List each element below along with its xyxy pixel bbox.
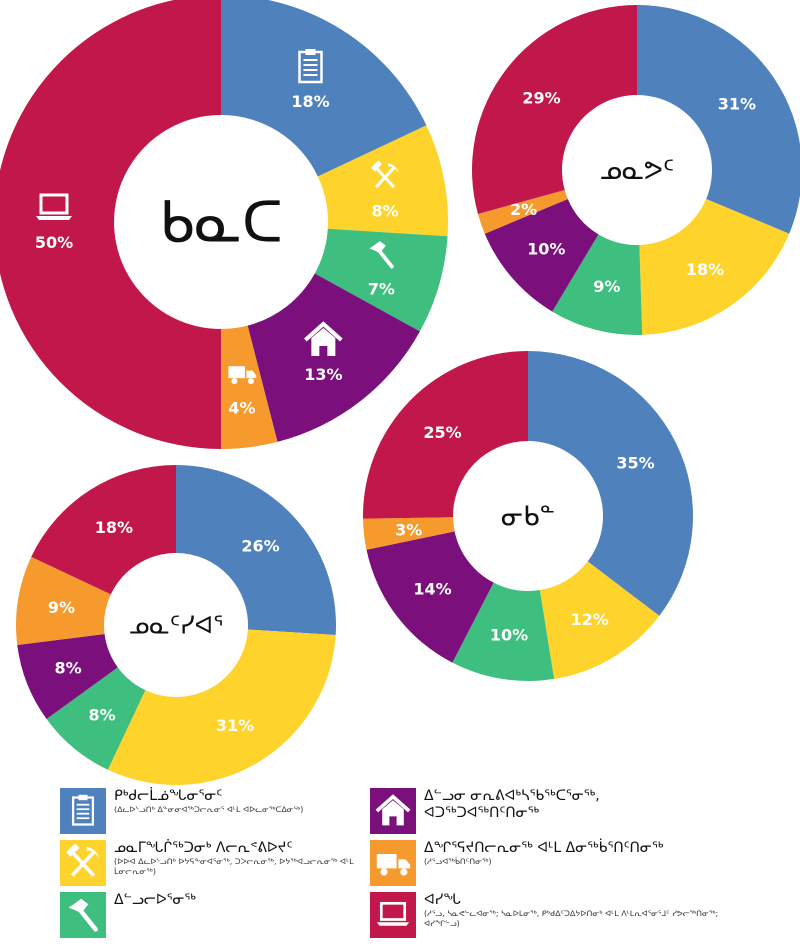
slice-label-office: 31% bbox=[718, 95, 756, 114]
legend-text: ᓄᓇᒥᖓᒌᖅᑐᓂᒃ ᐱᓕᕆᕝᕕᐅᔪᑦ (ᐅᐅᐊ ᐃᓚᐅᔅᓗᑎᒃ ᐅᔭᕋᖕᓂᐊᕐᓂᖅ… bbox=[114, 840, 360, 877]
slice-other bbox=[472, 5, 637, 214]
slice-mining bbox=[539, 561, 660, 679]
donut-chart-4: 26% 31% 8% 8% 9% 18% ᓄᓇᑦᓯᐊᕐ bbox=[15, 465, 337, 786]
legend-title: ᐃᖏᕐᕋᔪᑎᓕᕆᓂᖅ ᐊᒻᒪ ᐃᓂᖅᑳᕐᑎᑦᑎᓂᖅ bbox=[424, 840, 664, 856]
slice-office bbox=[221, 0, 427, 177]
donut-chart-1: 18% 8% 7% 13% 4% 50% ᑲᓇᑕ bbox=[0, 0, 449, 449]
legend-item-construction: ᐃᓪᓗᓕᐅᕐᓂᖅ bbox=[60, 892, 360, 938]
legend-text: ᐊᓯᖓ (ᓱᕐᓗ, ᓴᓇᕙᓪᓚᐊᓂᖅ; ᓴᓇᐅᒪᓂᖅ, ᑭᒃᑯᐃᑦᑐᐃᔭᐅᑎᓂᒃ … bbox=[424, 892, 740, 929]
legend-subtitle: (ᓱᕐᓗᐊᖅᑳᑎᑦᑎᓂᖅ) bbox=[424, 857, 492, 866]
legend-title-line2: ᐊᑐᖅᑐᐊᖅᑎᑦᑎᓂᖅ bbox=[424, 805, 540, 821]
slice-label-other: 25% bbox=[423, 423, 461, 442]
slice-transport bbox=[221, 325, 278, 449]
slice-label-transport: 4% bbox=[228, 399, 255, 418]
legend-swatch-other bbox=[370, 892, 416, 938]
clipboard-icon bbox=[71, 794, 95, 826]
slice-label-transport: 9% bbox=[48, 598, 75, 617]
slice-label-housing: 8% bbox=[55, 659, 82, 678]
clipboard-icon bbox=[298, 48, 323, 84]
laptop-icon bbox=[36, 193, 72, 220]
slice-label-transport: 2% bbox=[510, 200, 537, 219]
donut-charts: 18% 8% 7% 13% 4% 50% ᑲᓇᑕ 31% 18% 9% 10% 2% 29% ᓄᓇᕗᑦ 35… bbox=[0, 0, 800, 786]
slice-construction bbox=[314, 228, 448, 332]
legend-swatch-transport bbox=[370, 840, 416, 886]
legend: ᑭᒃᑯᓕᒫᓅᖓᓂᕐᓂᑦ (ᐃᓚᐅᔅᓗᑎᒃ ᐃᓐᓂᓂᐊᖅᑐᓕᕆᓂᕐ ᐊᒻᒪ ᐊᐅᓚᓂ… bbox=[60, 788, 790, 938]
legend-swatch-office bbox=[60, 788, 106, 834]
slice-label-transport: 3% bbox=[395, 520, 422, 539]
donut-chart-3: 35% 12% 10% 14% 3% 25% ᓂᑲᓐ bbox=[363, 351, 694, 681]
chart-center-label: ᓂᑲᓐ bbox=[501, 502, 555, 532]
house-icon bbox=[375, 794, 411, 826]
legend-subtitle: (ᓱᕐᓗ, ᓴᓇᕙᓪᓚᐊᓂᖅ; ᓴᓇᐅᒪᓂᖅ, ᑭᒃᑯᐃᑦᑐᐃᔭᐅᑎᓂᒃ ᐊᒻᒪ… bbox=[424, 909, 719, 928]
legend-title: ᐃᓪᓗᓂ ᓂᕆᕕᐊᒃᓴᖃᖅᑕᕐᓂᖅ, bbox=[424, 788, 600, 804]
pick-hammer-icon bbox=[370, 160, 399, 189]
slice-label-housing: 10% bbox=[527, 240, 565, 259]
pick-hammer-icon bbox=[66, 843, 100, 877]
slice-transport bbox=[363, 517, 455, 550]
slice-label-construction: 10% bbox=[490, 625, 528, 644]
legend-title: ᐊᓯᖓ bbox=[424, 892, 461, 908]
hammer-icon bbox=[68, 898, 98, 932]
legend-title: ᑭᒃᑯᓕᒫᓅᖓᓂᕐᓂᑦ bbox=[114, 788, 223, 804]
slice-label-mining: 12% bbox=[570, 610, 608, 629]
slice-label-construction: 9% bbox=[593, 277, 620, 296]
legend-subtitle: (ᐅᐅᐊ ᐃᓚᐅᔅᓗᑎᒃ ᐅᔭᕋᖕᓂᐊᕐᓂᖅ, ᑐᐳᓕᕆᓂᖅ, ᐅᔭᖅᐊᓗᓕᕆᓂ… bbox=[114, 857, 354, 876]
slice-housing bbox=[17, 634, 118, 720]
legend-item-other: ᐊᓯᖓ (ᓱᕐᓗ, ᓴᓇᕙᓪᓚᐊᓂᖅ; ᓴᓇᐅᒪᓂᖅ, ᑭᒃᑯᐃᑦᑐᐃᔭᐅᑎᓂᒃ … bbox=[370, 892, 740, 938]
slice-other bbox=[363, 351, 528, 519]
chart-center-label: ᑲᓇᑕ bbox=[159, 191, 283, 256]
laptop-icon bbox=[376, 901, 410, 926]
legend-subtitle: (ᐃᓚᐅᔅᓗᑎᒃ ᐃᓐᓂᓂᐊᖅᑐᓕᕆᓂᕐ ᐊᒻᒪ ᐊᐅᓚᓂᖅᑕᐃᓂᕐᒃ) bbox=[114, 805, 304, 814]
legend-text: ᐃᓪᓗᓂ ᓂᕆᕕᐊᒃᓴᖃᖅᑕᕐᓂᖅ, ᐊᑐᖅᑐᐊᖅᑎᑦᑎᓂᖅ bbox=[424, 788, 600, 822]
slice-label-construction: 7% bbox=[368, 280, 395, 299]
house-icon bbox=[304, 321, 343, 356]
slice-construction bbox=[46, 667, 146, 770]
truck-icon bbox=[228, 366, 257, 385]
slice-office bbox=[637, 5, 800, 234]
slice-label-housing: 14% bbox=[413, 580, 451, 599]
slice-mining bbox=[639, 198, 790, 335]
legend-swatch-construction bbox=[60, 892, 106, 938]
slice-label-mining: 8% bbox=[371, 202, 398, 221]
legend-title: ᓄᓇᒥᖓᒌᖅᑐᓂᒃ ᐱᓕᕆᕝᕕᐅᔪᑦ bbox=[114, 840, 293, 856]
legend-text: ᐃᓪᓗᓕᐅᕐᓂᖅ bbox=[114, 892, 196, 909]
slice-label-office: 26% bbox=[241, 537, 279, 556]
slice-housing bbox=[366, 531, 494, 663]
slice-label-other: 50% bbox=[35, 233, 73, 252]
slice-label-office: 35% bbox=[616, 454, 654, 473]
slice-transport bbox=[477, 189, 568, 234]
slice-label-housing: 13% bbox=[304, 365, 342, 384]
hammer-icon bbox=[369, 241, 394, 269]
slice-housing bbox=[484, 198, 599, 312]
slice-office bbox=[176, 465, 337, 636]
donut-chart-2: 31% 18% 9% 10% 2% 29% ᓄᓇᕗᑦ bbox=[472, 5, 800, 335]
slice-mining bbox=[107, 629, 336, 786]
slice-label-construction: 8% bbox=[88, 705, 115, 724]
legend-title: ᐃᓪᓗᓕᐅᕐᓂᖅ bbox=[114, 892, 196, 908]
truck-icon bbox=[376, 854, 411, 876]
chart-center-label: ᓄᓇᕗᑦ bbox=[600, 156, 674, 186]
legend-item-office: ᑭᒃᑯᓕᒫᓅᖓᓂᕐᓂᑦ (ᐃᓚᐅᔅᓗᑎᒃ ᐃᓐᓂᓂᐊᖅᑐᓕᕆᓂᕐ ᐊᒻᒪ ᐊᐅᓚᓂ… bbox=[60, 788, 360, 834]
slice-office bbox=[528, 351, 694, 616]
slice-transport bbox=[15, 556, 111, 646]
legend-swatch-housing bbox=[370, 788, 416, 834]
slice-construction bbox=[452, 582, 555, 681]
slice-label-mining: 31% bbox=[216, 716, 254, 735]
legend-item-mining: ᓄᓇᒥᖓᒌᖅᑐᓂᒃ ᐱᓕᕆᕝᕕᐅᔪᑦ (ᐅᐅᐊ ᐃᓚᐅᔅᓗᑎᒃ ᐅᔭᕋᖕᓂᐊᕐᓂᖅ… bbox=[60, 840, 360, 886]
slice-label-other: 29% bbox=[522, 88, 560, 107]
chart-center-label: ᓄᓇᑦᓯᐊᕐ bbox=[129, 611, 223, 639]
legend-item-transport: ᐃᖏᕐᕋᔪᑎᓕᕆᓂᖅ ᐊᒻᒪ ᐃᓂᖅᑳᕐᑎᑦᑎᓂᖅ (ᓱᕐᓗᐊᖅᑳᑎᑦᑎᓂᖅ) bbox=[370, 840, 740, 886]
slice-other bbox=[31, 465, 176, 595]
slice-label-other: 18% bbox=[95, 518, 133, 537]
legend-item-housing: ᐃᓪᓗᓂ ᓂᕆᕕᐊᒃᓴᖃᖅᑕᕐᓂᖅ, ᐊᑐᖅᑐᐊᖅᑎᑦᑎᓂᖅ bbox=[370, 788, 740, 834]
slice-label-office: 18% bbox=[291, 92, 329, 111]
slice-housing bbox=[247, 273, 420, 442]
slice-label-mining: 18% bbox=[686, 260, 724, 279]
legend-text: ᐃᖏᕐᕋᔪᑎᓕᕆᓂᖅ ᐊᒻᒪ ᐃᓂᖅᑳᕐᑎᑦᑎᓂᖅ (ᓱᕐᓗᐊᖅᑳᑎᑦᑎᓂᖅ) bbox=[424, 840, 663, 867]
slice-construction bbox=[552, 234, 643, 335]
slice-other bbox=[0, 0, 221, 449]
legend-swatch-mining bbox=[60, 840, 106, 886]
legend-text: ᑭᒃᑯᓕᒫᓅᖓᓂᕐᓂᑦ (ᐃᓚᐅᔅᓗᑎᒃ ᐃᓐᓂᓂᐊᖅᑐᓕᕆᓂᕐ ᐊᒻᒪ ᐊᐅᓚᓂ… bbox=[114, 788, 303, 815]
